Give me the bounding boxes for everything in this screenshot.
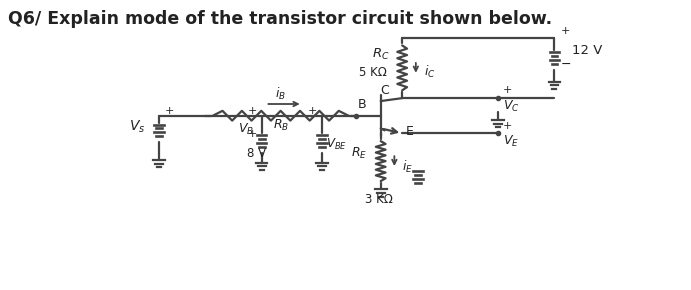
Text: $i_E$: $i_E$ bbox=[402, 159, 413, 175]
Text: B: B bbox=[358, 98, 367, 111]
Text: $V_C$: $V_C$ bbox=[503, 99, 520, 114]
Text: +: + bbox=[247, 106, 257, 116]
Text: −: − bbox=[560, 57, 571, 70]
Text: 5 KΩ: 5 KΩ bbox=[359, 66, 387, 79]
Text: +: + bbox=[247, 129, 257, 139]
Text: $V_{BE}$: $V_{BE}$ bbox=[326, 137, 347, 152]
Text: 12 V: 12 V bbox=[572, 44, 603, 57]
Text: +: + bbox=[560, 26, 569, 36]
Text: E: E bbox=[406, 125, 414, 138]
Text: $V_s$: $V_s$ bbox=[129, 118, 146, 135]
Text: C: C bbox=[380, 84, 389, 97]
Text: $R_E$: $R_E$ bbox=[351, 146, 368, 161]
Text: Q6/ Explain mode of the transistor circuit shown below.: Q6/ Explain mode of the transistor circu… bbox=[8, 10, 552, 28]
Text: $V_E$: $V_E$ bbox=[503, 134, 519, 149]
Text: 8 V: 8 V bbox=[247, 147, 266, 160]
Text: $V_B$: $V_B$ bbox=[238, 122, 254, 137]
Text: $R_C$: $R_C$ bbox=[372, 47, 390, 62]
Text: +: + bbox=[308, 106, 317, 116]
Text: 3 KΩ: 3 KΩ bbox=[365, 193, 392, 206]
Text: $R_B$: $R_B$ bbox=[272, 118, 289, 133]
Text: +: + bbox=[503, 85, 512, 95]
Text: +: + bbox=[503, 122, 512, 131]
Text: $i_C$: $i_C$ bbox=[424, 64, 435, 80]
Text: $i_B$: $i_B$ bbox=[275, 86, 285, 102]
Text: +: + bbox=[165, 106, 174, 116]
